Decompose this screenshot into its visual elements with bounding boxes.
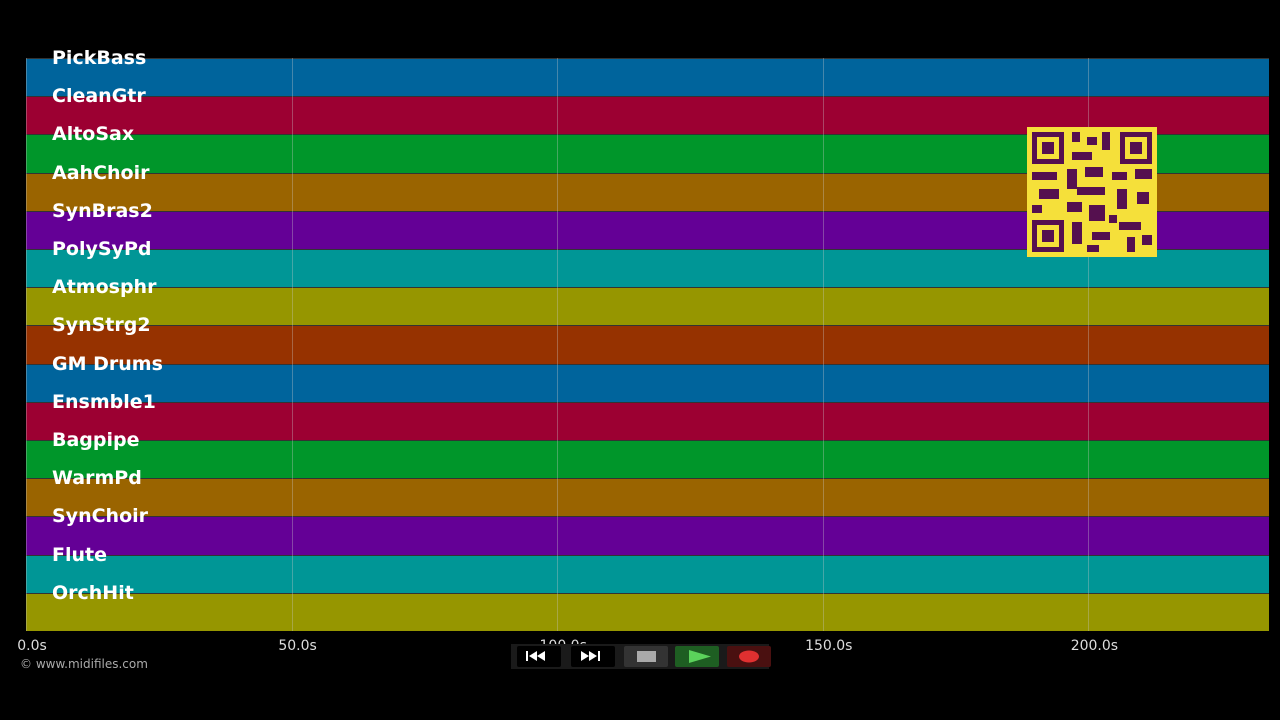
track-row — [26, 516, 1269, 555]
grid-line — [291, 58, 293, 631]
track-row — [26, 401, 1269, 440]
track-row — [26, 287, 1269, 326]
track-name: Atmosphr — [52, 276, 157, 299]
track-name: SynChoir — [52, 505, 149, 528]
transport-controls — [511, 644, 771, 669]
copyright: © www.midifiles.com — [20, 657, 148, 671]
grid-line — [557, 58, 559, 631]
record-button[interactable] — [727, 646, 771, 667]
track-name: Bagpipe — [52, 429, 140, 451]
track-name: GM Drums — [52, 352, 163, 375]
track-row — [26, 58, 1269, 97]
rewind-button[interactable] — [517, 646, 561, 667]
time-tick-label: 200.0s — [1070, 638, 1119, 654]
play-button[interactable] — [675, 646, 719, 667]
track-name: AltoSax — [52, 123, 135, 146]
track-row — [26, 554, 1269, 593]
track-name: AahChoir — [52, 161, 150, 184]
grid-line — [822, 58, 824, 631]
track-row — [26, 592, 1269, 631]
stop-button[interactable] — [624, 646, 668, 667]
track-name: PolySyPd — [52, 238, 152, 260]
time-tick-label: 50.0s — [278, 638, 317, 654]
track-row — [26, 363, 1269, 402]
fast-forward-button[interactable] — [571, 646, 615, 667]
track-name: Ensmble1 — [52, 390, 156, 413]
time-tick-label: 0.0s — [17, 638, 47, 654]
track-name: SynStrg2 — [52, 314, 151, 337]
track-name: OrchHit — [52, 581, 134, 604]
track-name: Flute — [52, 543, 107, 566]
time-tick-label: 150.0s — [805, 638, 853, 654]
track-row — [26, 440, 1269, 479]
track-row — [26, 478, 1269, 517]
track-name: SynBras2 — [52, 199, 153, 222]
track-name: PickBass — [52, 47, 147, 69]
qr-code — [1027, 127, 1157, 257]
grid-line — [1088, 58, 1090, 631]
grid-line — [26, 58, 27, 631]
track-name: WarmPd — [52, 467, 142, 490]
track-name: CleanGtr — [52, 85, 146, 108]
track-row — [26, 325, 1269, 364]
